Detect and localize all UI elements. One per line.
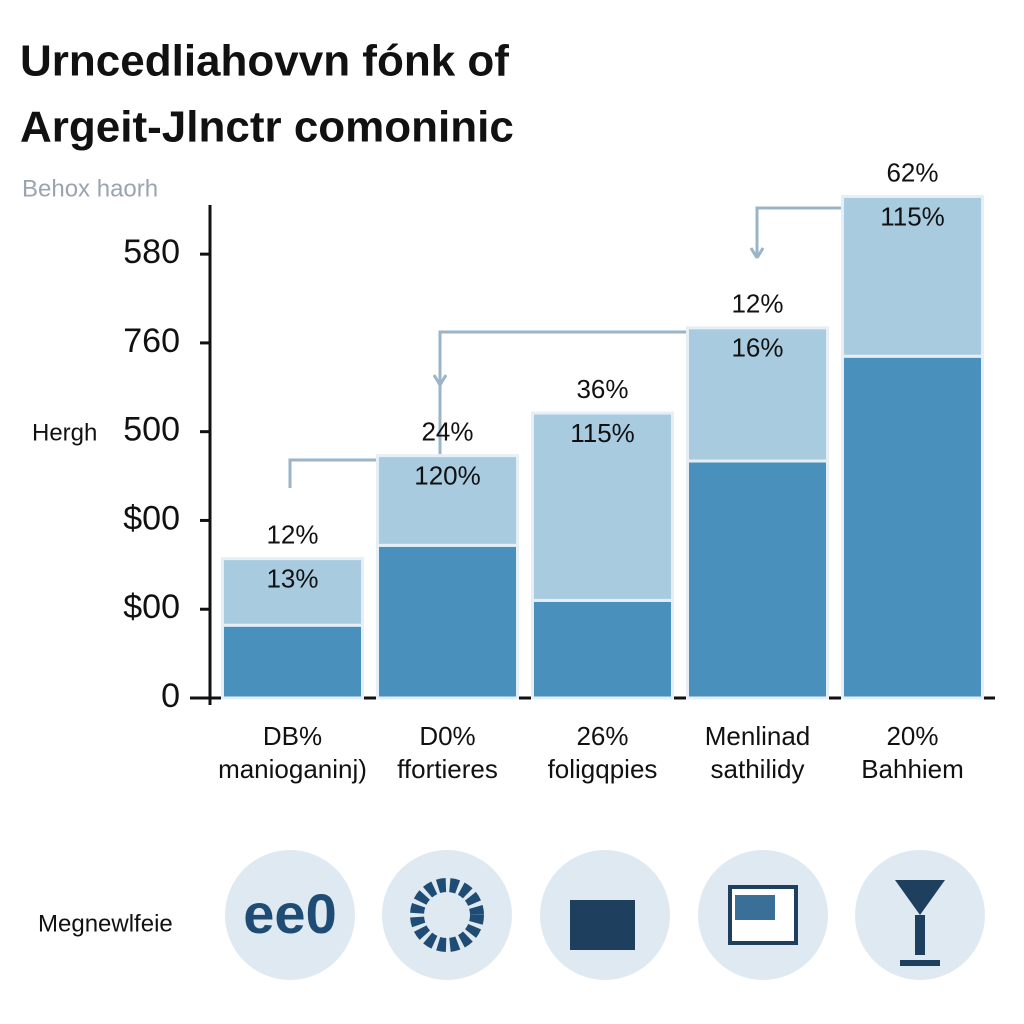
y-axis-label: Hergh xyxy=(32,419,97,446)
data-label: 13% xyxy=(266,564,318,594)
data-label: 12% xyxy=(731,289,783,319)
bar-segment xyxy=(686,326,829,463)
bar-segment xyxy=(376,543,519,700)
chart-title: Argeit-Jlnctr comoninic xyxy=(20,103,514,152)
y-tick-label: $00 xyxy=(123,588,180,626)
bar-segment xyxy=(531,598,674,700)
data-label: 115% xyxy=(880,201,945,231)
x-tick-sublabel: Bahhiem xyxy=(861,754,964,784)
data-label: 24% xyxy=(421,417,473,447)
y-tick-label: 760 xyxy=(123,322,180,360)
data-label: 12% xyxy=(266,520,318,550)
x-tick-sublabel: ffortieres xyxy=(397,754,498,784)
x-tick-label: 26% xyxy=(576,721,628,751)
bar-segment xyxy=(841,354,984,700)
bar-segment xyxy=(841,194,984,358)
footer-label: Megnewlfeie xyxy=(38,910,173,937)
data-label: 36% xyxy=(576,374,628,404)
data-label: 115% xyxy=(570,418,635,448)
x-tick-sublabel: foligqpies xyxy=(548,754,658,784)
x-tick-label: 20% xyxy=(886,721,938,751)
bar-segment xyxy=(686,459,829,700)
y-tick-label: 500 xyxy=(123,411,180,449)
data-label: 16% xyxy=(731,333,783,363)
bar-segment xyxy=(221,557,364,627)
y-tick-label: 580 xyxy=(123,233,180,271)
x-tick-label: DB% xyxy=(263,721,322,751)
chart-title: Urncedliahovvn fónk of xyxy=(20,37,509,86)
x-tick-label: Menlinad xyxy=(705,721,811,751)
x-tick-sublabel: sathilidy xyxy=(711,754,805,784)
x-tick-sublabel: manioganinj) xyxy=(218,754,367,784)
data-label: 62% xyxy=(886,157,938,187)
y-tick-label: 0 xyxy=(161,677,180,715)
y-tick-label: $00 xyxy=(123,499,180,537)
svg-text:ee0: ee0 xyxy=(243,882,336,945)
bar-segment xyxy=(531,411,674,602)
data-label: 120% xyxy=(414,461,481,491)
icons: ee0 xyxy=(225,850,985,980)
bar-segment xyxy=(376,454,519,547)
x-tick-label: D0% xyxy=(419,721,475,751)
chart-subtitle: Behox haorh xyxy=(22,175,158,202)
bar-segment xyxy=(221,623,364,700)
